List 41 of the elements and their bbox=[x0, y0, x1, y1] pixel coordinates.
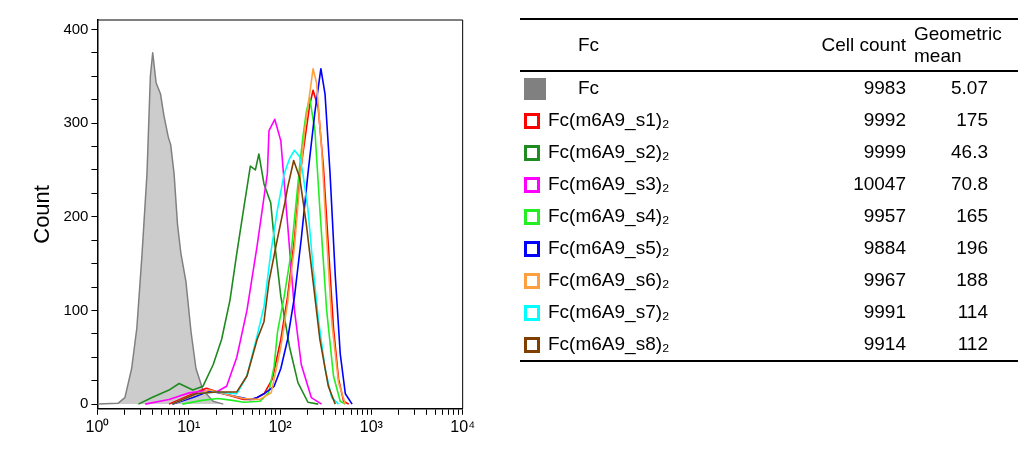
legend-label: Fc(m6A9_s1)₂ bbox=[548, 109, 670, 130]
x-tick-label: 10¹ bbox=[177, 417, 201, 435]
text: 9884 bbox=[862, 236, 907, 260]
x-tick-label: 10² bbox=[268, 417, 293, 435]
legend-title: Fc bbox=[577, 33, 601, 57]
y-tick-label: 200 bbox=[63, 206, 89, 224]
y-tick-label: 400 bbox=[63, 19, 89, 37]
text: 114 bbox=[956, 300, 989, 324]
text: 10047 bbox=[852, 172, 907, 196]
y-tick-label: 300 bbox=[63, 113, 89, 131]
text: 9967 bbox=[862, 268, 907, 292]
text: 5.07 bbox=[950, 76, 989, 100]
text: 112 bbox=[956, 332, 989, 356]
text: Cell count bbox=[820, 33, 907, 57]
text: 9983 bbox=[862, 76, 907, 100]
text: 165 bbox=[955, 204, 989, 228]
y-tick-label: 0 bbox=[80, 394, 89, 412]
legend-label: Fc(m6A9_s6)₂ bbox=[548, 269, 670, 290]
legend-label: Fc(m6A9_s5)₂ bbox=[548, 237, 670, 258]
legend-label: Fc bbox=[578, 77, 600, 98]
y-tick-label: 100 bbox=[63, 300, 89, 318]
legend-label: Fc(m6A9_s8)₂ bbox=[548, 333, 670, 354]
legend-label: Fc(m6A9_s4)₂ bbox=[548, 205, 670, 226]
text: 70.8 bbox=[950, 172, 989, 196]
text: 9914 bbox=[862, 332, 907, 356]
text: 9957 bbox=[862, 204, 907, 228]
text: 175 bbox=[955, 108, 989, 132]
text: 188 bbox=[955, 268, 989, 292]
x-tick-label: 10⁰ bbox=[85, 417, 110, 435]
legend-label: Fc(m6A9_s7)₂ bbox=[548, 301, 670, 322]
x-tick-label: 10³ bbox=[359, 417, 384, 435]
legend-label: Fc(m6A9_s3)₂ bbox=[548, 173, 670, 194]
text: Geometric mean bbox=[913, 22, 1003, 68]
text: 46.3 bbox=[950, 140, 989, 164]
legend-label: Fc(m6A9_s2)₂ bbox=[548, 141, 670, 162]
text: 196 bbox=[955, 236, 989, 260]
text: 9992 bbox=[862, 108, 907, 132]
text: 9999 bbox=[862, 140, 907, 164]
x-tick-label: 10⁴ bbox=[450, 417, 476, 435]
text: 9991 bbox=[862, 300, 907, 324]
y-axis-title: Count bbox=[29, 185, 55, 244]
